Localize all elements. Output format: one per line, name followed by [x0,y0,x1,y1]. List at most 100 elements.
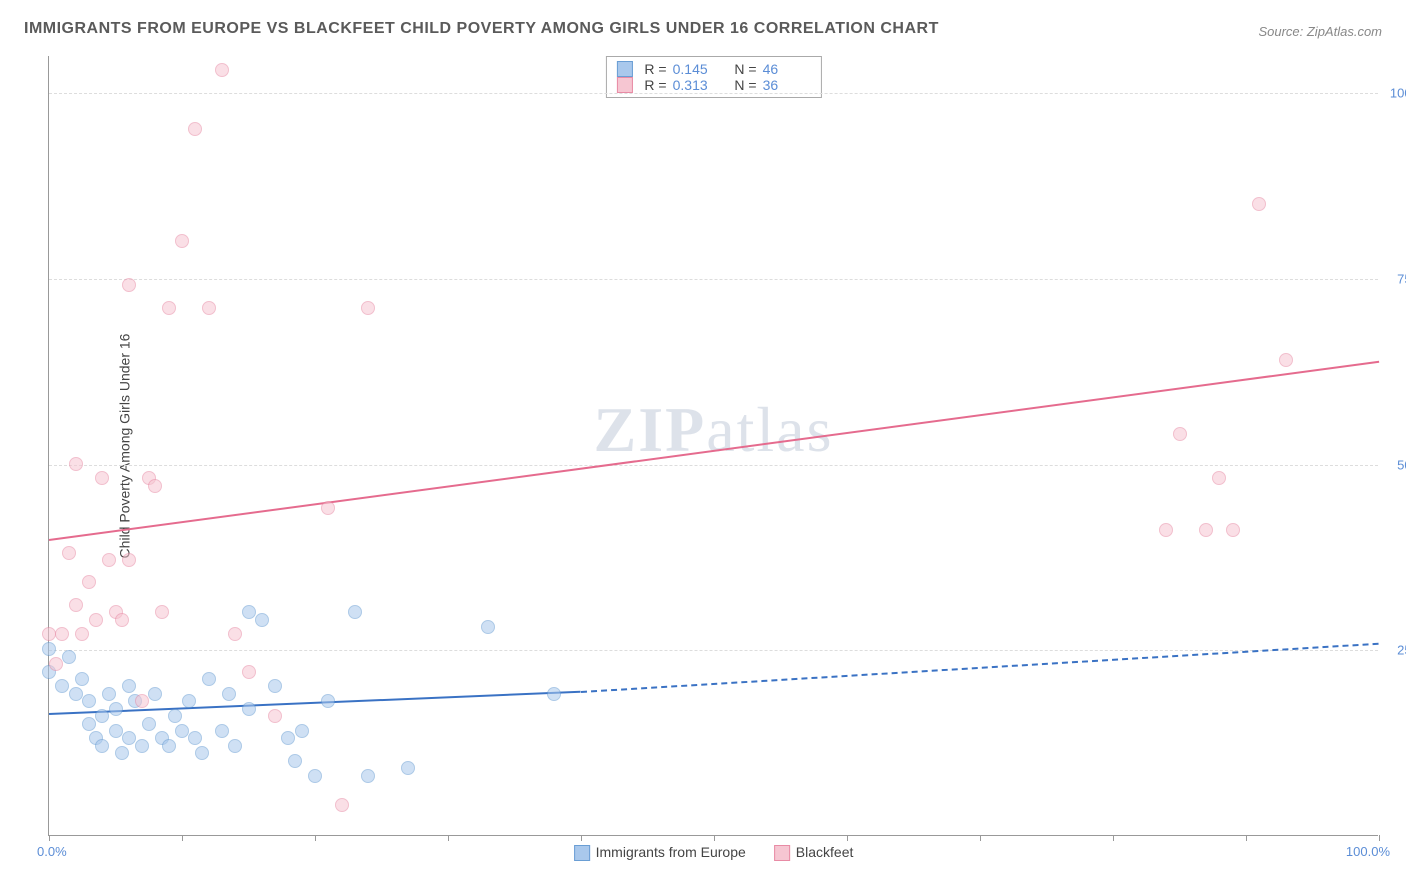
data-point [202,672,216,686]
data-point [69,687,83,701]
x-tick [980,835,981,841]
data-point [188,122,202,136]
x-tick [448,835,449,841]
legend-row: R = 0.145 N = 46 [616,61,810,77]
x-tick [847,835,848,841]
data-point [1226,523,1240,537]
r-value: 0.313 [673,77,721,93]
data-point [1252,197,1266,211]
data-point [222,687,236,701]
data-point [135,694,149,708]
correlation-legend: R = 0.145 N = 46R = 0.313 N = 36 [605,56,821,98]
data-point [175,724,189,738]
data-point [89,613,103,627]
data-point [142,717,156,731]
data-point [401,761,415,775]
data-point [135,739,149,753]
data-point [1199,523,1213,537]
legend-row: R = 0.313 N = 36 [616,77,810,93]
x-tick [49,835,50,841]
data-point [481,620,495,634]
data-point [242,665,256,679]
data-point [75,627,89,641]
gridline [49,279,1378,280]
data-point [69,457,83,471]
data-point [122,731,136,745]
data-point [82,575,96,589]
y-tick-label: 100.0% [1382,86,1406,101]
x-tick [182,835,183,841]
gridline [49,650,1378,651]
data-point [95,471,109,485]
data-point [348,605,362,619]
data-point [308,769,322,783]
data-point [295,724,309,738]
y-tick-label: 25.0% [1382,643,1406,658]
data-point [42,642,56,656]
data-point [148,479,162,493]
data-point [69,598,83,612]
data-point [547,687,561,701]
data-point [1159,523,1173,537]
data-point [268,709,282,723]
y-tick-label: 75.0% [1382,271,1406,286]
series-legend: Immigrants from EuropeBlackfeet [574,844,854,861]
data-point [321,501,335,515]
data-point [268,679,282,693]
x-tick [1379,835,1380,841]
r-label: R = [644,61,666,77]
data-point [242,702,256,716]
data-point [102,553,116,567]
x-tick [1113,835,1114,841]
legend-swatch [616,77,632,93]
data-point [242,605,256,619]
data-point [281,731,295,745]
scatter-plot-area: ZIPatlas R = 0.145 N = 46R = 0.313 N = 3… [48,56,1378,836]
x-axis-min-label: 0.0% [37,844,67,859]
data-point [82,717,96,731]
n-value: 36 [763,77,811,93]
y-tick-label: 50.0% [1382,457,1406,472]
data-point [188,731,202,745]
legend-swatch [574,845,590,861]
data-point [49,657,63,671]
data-point [55,679,69,693]
x-tick [714,835,715,841]
data-point [95,739,109,753]
data-point [55,627,69,641]
source-attribution: Source: ZipAtlas.com [1258,24,1382,39]
gridline [49,465,1378,466]
data-point [202,301,216,315]
series-legend-item: Blackfeet [774,844,854,861]
x-axis-max-label: 100.0% [1346,844,1390,859]
data-point [175,234,189,248]
data-point [109,724,123,738]
series-legend-label: Blackfeet [796,844,854,860]
data-point [102,687,116,701]
data-point [255,613,269,627]
r-label: R = [644,77,666,93]
gridline [49,93,1378,94]
legend-swatch [616,61,632,77]
data-point [1173,427,1187,441]
data-point [182,694,196,708]
n-value: 46 [763,61,811,77]
data-point [321,694,335,708]
data-point [109,702,123,716]
data-point [288,754,302,768]
data-point [335,798,349,812]
chart-title: IMMIGRANTS FROM EUROPE VS BLACKFEET CHIL… [24,20,939,38]
watermark: ZIPatlas [594,393,834,467]
data-point [195,746,209,760]
x-tick [581,835,582,841]
data-point [162,301,176,315]
data-point [215,63,229,77]
data-point [122,679,136,693]
data-point [215,724,229,738]
data-point [115,613,129,627]
data-point [1279,353,1293,367]
n-label: N = [727,77,757,93]
data-point [62,546,76,560]
legend-swatch [774,845,790,861]
data-point [148,687,162,701]
